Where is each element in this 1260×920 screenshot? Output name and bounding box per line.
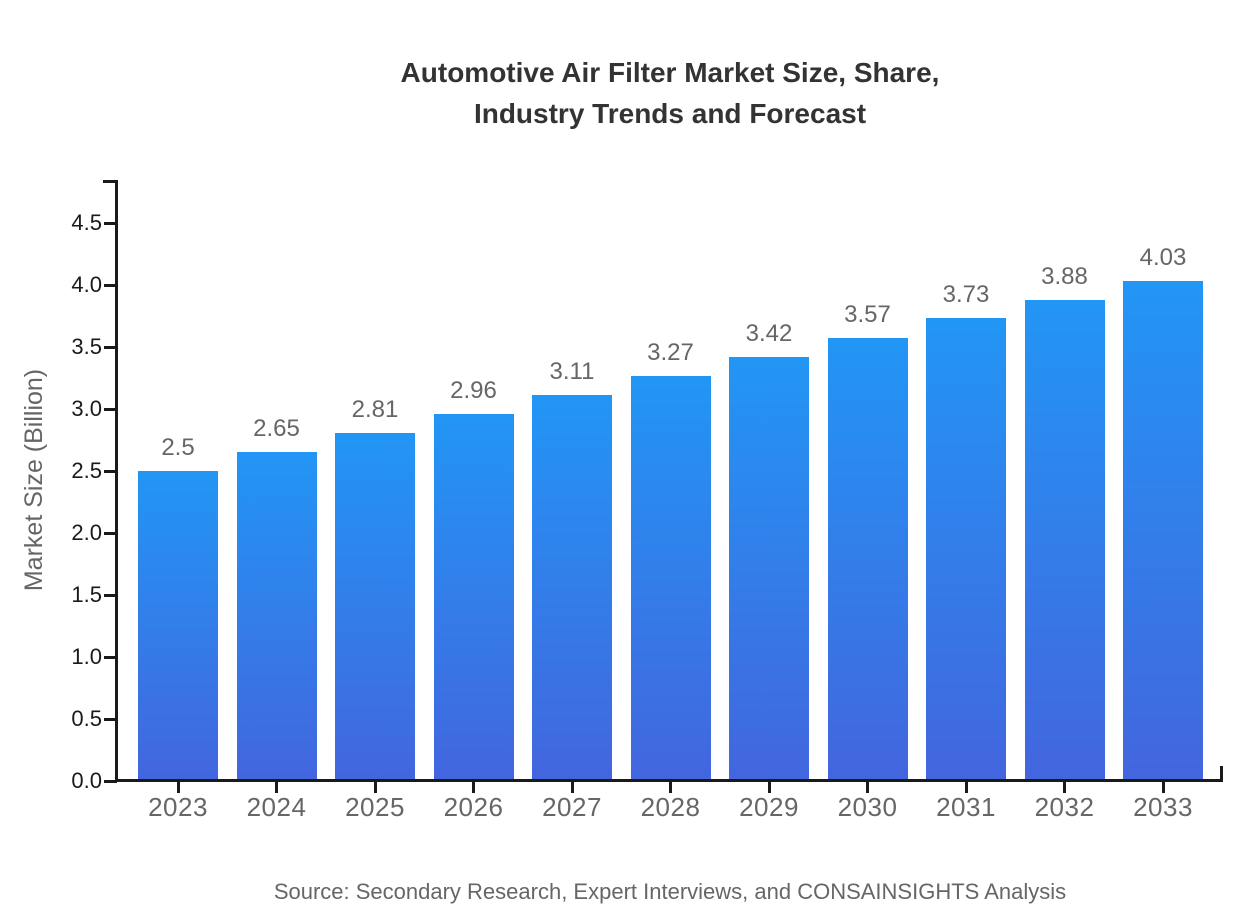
y-tick xyxy=(104,283,117,287)
y-tick xyxy=(104,469,117,473)
y-tick xyxy=(104,531,117,535)
bar-value-label: 2.81 xyxy=(351,395,399,423)
y-axis-top-cap xyxy=(103,180,118,183)
x-tick xyxy=(1161,782,1165,793)
y-tick-label: 0.0 xyxy=(71,768,102,793)
bar-value-label: 4.03 xyxy=(1139,244,1187,272)
chart-title: Automotive Air Filter Market Size, Share… xyxy=(70,52,1260,134)
bar-value-label: 2.5 xyxy=(161,434,195,461)
bar-2025 xyxy=(335,432,415,782)
x-tick xyxy=(570,782,574,793)
x-tick-label: 2029 xyxy=(739,792,799,822)
y-tick-label: 1.0 xyxy=(71,644,102,669)
x-tick-label: 2031 xyxy=(936,792,996,822)
y-axis-line xyxy=(115,180,118,782)
x-tick-label: 2032 xyxy=(1034,792,1095,822)
source-note: Source: Secondary Research, Expert Inter… xyxy=(273,879,1067,904)
bar-value-label: 3.42 xyxy=(745,319,793,347)
y-tick-label: 3.0 xyxy=(71,396,102,421)
bar-2032 xyxy=(1024,299,1105,782)
x-tick xyxy=(176,782,180,793)
y-tick xyxy=(104,655,117,659)
x-tick-label: 2025 xyxy=(345,792,405,822)
y-tick-label: 0.5 xyxy=(71,706,102,731)
bar-2027 xyxy=(532,395,612,782)
x-axis-line xyxy=(115,779,1223,782)
x-tick-label: 2028 xyxy=(640,792,701,822)
bar-value-label: 3.57 xyxy=(844,301,891,329)
x-tick xyxy=(373,782,377,793)
y-tick-label: 3.5 xyxy=(71,334,102,359)
y-tick-label: 4.0 xyxy=(71,272,102,297)
y-tick-label: 4.5 xyxy=(71,210,102,235)
bar-2026 xyxy=(433,413,514,782)
x-tick xyxy=(866,782,869,793)
bar-2023 xyxy=(138,471,218,782)
x-axis-right-cap xyxy=(1220,766,1223,782)
x-tick-label: 2027 xyxy=(542,792,602,822)
y-tick-label: 2.0 xyxy=(71,520,102,545)
x-tick xyxy=(472,782,475,793)
y-tick xyxy=(104,593,117,597)
bar-value-label: 3.88 xyxy=(1041,262,1088,290)
x-tick xyxy=(1063,782,1066,793)
bar-2028 xyxy=(630,375,711,782)
y-tick xyxy=(104,717,117,721)
y-tick xyxy=(104,407,117,411)
y-tick xyxy=(104,779,117,783)
chart-title-line1: Automotive Air Filter Market Size, Share… xyxy=(400,57,940,88)
y-tick xyxy=(104,221,117,225)
x-tick-label: 2024 xyxy=(246,792,307,822)
x-tick-label: 2033 xyxy=(1133,792,1193,822)
bar-2031 xyxy=(926,318,1006,782)
bar-value-label: 3.11 xyxy=(549,358,595,386)
bar-2024 xyxy=(236,452,317,782)
x-tick xyxy=(767,782,771,793)
x-tick-label: 2030 xyxy=(837,792,898,822)
x-tick-label: 2026 xyxy=(443,792,504,822)
bar-2033 xyxy=(1123,281,1203,782)
bar-value-label: 2.96 xyxy=(450,376,497,404)
bar-2029 xyxy=(729,356,809,782)
bar-value-label: 3.27 xyxy=(647,338,694,366)
y-tick-label: 2.5 xyxy=(71,458,102,483)
x-tick-label: 2023 xyxy=(148,792,208,822)
bar-value-label: 2.65 xyxy=(253,415,300,443)
y-tick-label: 1.5 xyxy=(71,582,102,607)
chart-title-line2: Industry Trends and Forecast xyxy=(473,98,867,129)
x-tick xyxy=(964,782,968,793)
y-tick xyxy=(104,345,117,349)
bar-value-label: 3.73 xyxy=(942,281,990,309)
x-tick xyxy=(275,782,278,793)
bar-2030 xyxy=(827,338,908,782)
x-tick xyxy=(669,782,672,793)
